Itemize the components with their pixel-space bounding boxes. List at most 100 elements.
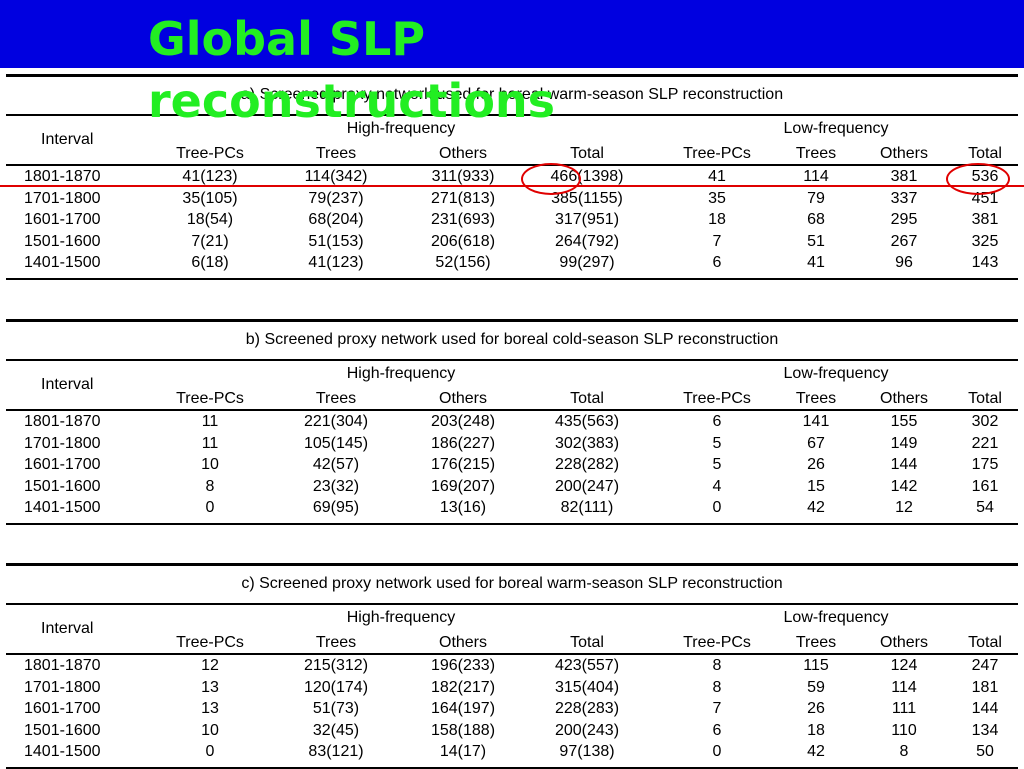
table-a-row-3-cell-4: 264(792) [554, 232, 620, 250]
table-a-row-2-cell-6: 68 [807, 211, 825, 228]
table-b-caption-rule [6, 359, 1018, 361]
table-a-row-3-cell-2: 51(153) [308, 232, 364, 250]
table-a-row-3-cell-0: 1501-1600 [24, 232, 101, 250]
table-c-row-3-cell-7: 110 [891, 721, 917, 739]
table-b-row-1-cell-5: 5 [712, 434, 722, 452]
table-c-row-4-cell-2: 83(121) [308, 743, 364, 760]
table-c-row-0-cell-4: 423(557) [554, 657, 620, 674]
table-a-row-4-cell-2: 41(123) [308, 254, 364, 271]
table-c-row-0-cell-0: 1801-1870 [24, 657, 101, 674]
table-b-row-0-cell-6: 141 [802, 413, 830, 430]
table-b-row-4-cell-2: 69(95) [312, 499, 360, 516]
table-b-row-2-cell-8: 175 [971, 456, 999, 473]
table-a-row-4-cell-4: 99(297) [559, 254, 615, 271]
table-b-row-4-cell-0: 1401-1500 [24, 499, 101, 516]
table-b-row-2-cell-2: 42(57) [312, 456, 360, 473]
table-a-header-col-4: Total [570, 145, 604, 162]
table-c-row-2-cell-8: 144 [971, 700, 999, 717]
table-c-header-col-8: Total [968, 634, 1002, 651]
table-a-row-0-cell-2: 114(342) [304, 168, 368, 185]
table-c-row-4-cell-5: 0 [712, 743, 722, 760]
table-b-row-1-cell-7: 149 [890, 434, 918, 452]
table-b-row-3-cell-8: 161 [971, 477, 999, 495]
table-c-caption-rule [6, 603, 1018, 605]
table-a-row-2-cell-7: 295 [890, 211, 918, 228]
table-a-top-rule [6, 74, 1018, 77]
table-c-row-4-cell-4: 97(138) [559, 743, 615, 760]
table-a-caption-rule [6, 114, 1018, 116]
table-a-row-1-cell-7: 337 [890, 189, 918, 207]
table-a-row-4-cell-3: 52(156) [435, 254, 491, 271]
table-b-header-col-8: Total [968, 390, 1002, 407]
table-c-row-4-cell-6: 42 [807, 743, 825, 760]
table-b-header-col-7: Others [879, 390, 929, 407]
table-c-row-3-cell-1: 10 [201, 721, 219, 739]
table-c-row-2-cell-0: 1601-1700 [24, 700, 101, 717]
table-c-row-4-cell-1: 0 [205, 743, 215, 760]
slide-title: Global SLP reconstructions [148, 8, 555, 132]
table-a-header-high-frequency: High-frequency [346, 120, 456, 137]
table-b-row-4-cell-6: 42 [807, 499, 825, 516]
table-c-row-1-cell-8: 181 [971, 678, 999, 696]
table-b-row-1-cell-0: 1701-1800 [24, 434, 101, 452]
table-c-row-4-cell-3: 14(17) [439, 743, 487, 760]
table-b-row-0-cell-2: 221(304) [303, 413, 369, 430]
table-a-row-2-cell-0: 1601-1700 [24, 211, 101, 228]
table-c-header-col-5: Tree-PCs [683, 634, 751, 651]
table-b-row-2-cell-4: 228(282) [554, 456, 620, 473]
annotation-circle-total-low [946, 163, 1010, 195]
table-b-row-1-cell-8: 221 [971, 434, 999, 452]
table-b-row-4-cell-3: 13(16) [439, 499, 487, 516]
table-c-row-3-cell-6: 18 [807, 721, 825, 739]
table-a-row-2-cell-8: 381 [971, 211, 999, 228]
table-a-row-4-cell-8: 143 [971, 254, 999, 271]
table-c-row-3-cell-4: 200(243) [554, 721, 620, 739]
table-b-row-1-cell-2: 105(145) [303, 434, 369, 452]
table-a-row-3-cell-1: 7(21) [191, 232, 229, 250]
table-c-row-3-cell-5: 6 [712, 721, 722, 739]
table-c-header-col-2: Trees [315, 634, 357, 651]
table-b-row-3-cell-5: 4 [712, 477, 722, 495]
table-c-row-0-cell-1: 12 [201, 657, 219, 674]
table-c-row-4-cell-8: 50 [976, 743, 994, 760]
table-a-row-3-cell-7: 267 [890, 232, 918, 250]
table-b-row-3-cell-3: 169(207) [430, 477, 496, 495]
table-c-row-2-cell-5: 7 [712, 700, 722, 717]
table-c-row-0-cell-3: 196(233) [430, 657, 496, 674]
table-a-header-col-2: Trees [315, 145, 357, 162]
table-c-row-4-cell-0: 1401-1500 [24, 743, 101, 760]
table-c-header-col-4: Total [570, 634, 604, 651]
table-b-row-2-cell-1: 10 [201, 456, 219, 473]
table-c-row-1-cell-1: 13 [201, 678, 219, 696]
table-a-header-rule [6, 164, 1018, 166]
table-b-row-1-cell-4: 302(383) [554, 434, 620, 452]
table-a-row-0-cell-7: 381 [890, 168, 918, 185]
table-b-header-col-5: Tree-PCs [683, 390, 751, 407]
table-a-caption: a) Screened proxy network used for borea… [240, 86, 784, 103]
table-a-row-1-cell-2: 79(237) [308, 189, 364, 207]
table-b-row-0-cell-0: 1801-1870 [24, 413, 101, 430]
table-a-row-4-cell-6: 41 [807, 254, 825, 271]
table-c-row-1-cell-6: 59 [807, 678, 825, 696]
table-b-row-0-cell-7: 155 [890, 413, 918, 430]
table-a-row-2-cell-4: 317(951) [554, 211, 620, 228]
table-a-header-interval: Interval [41, 131, 94, 148]
table-b-row-2-cell-7: 144 [890, 456, 918, 473]
table-a-row-0-cell-0: 1801-1870 [24, 168, 101, 185]
table-c-header-low-frequency: Low-frequency [783, 609, 889, 626]
table-a-row-4-cell-5: 6 [712, 254, 722, 271]
table-c-row-3-cell-2: 32(45) [312, 721, 360, 739]
table-b-row-3-cell-2: 23(32) [312, 477, 360, 495]
table-c-row-4-cell-7: 8 [899, 743, 909, 760]
table-b-row-4-cell-1: 0 [205, 499, 215, 516]
table-c-header-col-6: Trees [795, 634, 837, 651]
table-c-row-0-cell-2: 215(312) [303, 657, 369, 674]
table-a-row-2-cell-5: 18 [708, 211, 726, 228]
slide-title-line-2: reconstructions [148, 74, 556, 128]
table-a-header-col-6: Trees [795, 145, 837, 162]
table-b-row-0-cell-3: 203(248) [430, 413, 496, 430]
table-a-bottom-rule [6, 277, 1018, 280]
table-a-row-3-cell-8: 325 [971, 232, 999, 250]
table-b-header-col-2: Trees [315, 390, 357, 407]
table-a-row-2-cell-2: 68(204) [308, 211, 364, 228]
